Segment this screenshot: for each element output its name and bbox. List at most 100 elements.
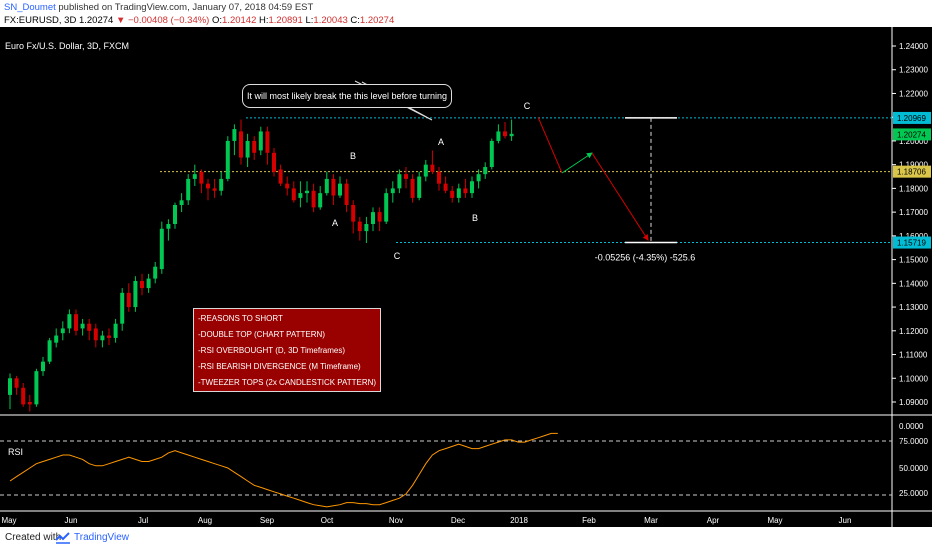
candle-body[interactable]	[232, 129, 237, 141]
price-badge	[893, 236, 931, 249]
candle-body[interactable]	[34, 371, 39, 405]
candle-body[interactable]	[113, 323, 118, 338]
chart-canvas[interactable]: Euro Fx/U.S. Dollar, 3D, FXCM RSI 1.2400…	[0, 27, 932, 527]
rsi-tick-label: 50.0000	[899, 464, 928, 473]
time-tick-label: Feb	[582, 516, 596, 525]
candle-body[interactable]	[331, 178, 336, 196]
candle-body[interactable]	[291, 188, 296, 201]
candle-body[interactable]	[133, 280, 138, 308]
candle-body[interactable]	[93, 328, 98, 341]
candle-body[interactable]	[364, 224, 369, 232]
candle-body[interactable]	[390, 188, 395, 194]
candle-body[interactable]	[377, 212, 382, 222]
candle-body[interactable]	[239, 131, 243, 158]
candle-body[interactable]	[245, 140, 250, 158]
publish-line: SN_Doumet published on TradingView.com, …	[4, 2, 313, 13]
candle-body[interactable]	[265, 131, 270, 153]
candle-body[interactable]	[159, 228, 164, 270]
high-label: H:	[259, 15, 269, 26]
candle-body[interactable]	[252, 140, 257, 153]
candle-body[interactable]	[278, 169, 283, 184]
candle-body[interactable]	[443, 183, 448, 191]
candle-body[interactable]	[450, 190, 455, 198]
candle-body[interactable]	[206, 183, 210, 189]
candle-body[interactable]	[60, 328, 65, 334]
candle-body[interactable]	[120, 292, 125, 324]
callout-bubble[interactable]: It will most likely break the this level…	[242, 84, 452, 108]
candle-body[interactable]	[272, 152, 276, 172]
candle-body[interactable]	[107, 335, 111, 338]
author-link[interactable]: SN_Doumet	[4, 2, 56, 13]
candle-body[interactable]	[41, 361, 45, 372]
price-badge-label: 1.18706	[897, 168, 926, 177]
candle-body[interactable]	[74, 314, 78, 331]
candle-body[interactable]	[305, 190, 309, 194]
low-value: 1.20043	[313, 15, 348, 26]
rsi-tick-label: 75.0000	[899, 437, 928, 446]
candle-body[interactable]	[298, 193, 303, 198]
candle-body[interactable]	[437, 171, 441, 184]
candle-body[interactable]	[192, 174, 197, 179]
candle-body[interactable]	[212, 188, 217, 191]
candle-body[interactable]	[489, 140, 494, 168]
candle-body[interactable]	[509, 133, 514, 137]
reasons-box[interactable]: -REASONS TO SHORT -DOUBLE TOP (CHART PAT…	[193, 308, 381, 392]
candle-body[interactable]	[463, 188, 468, 194]
reason-item: -RSI OVERBOUGHT (D, 3D Timeframes)	[198, 346, 345, 355]
candle-body[interactable]	[199, 171, 204, 184]
candle-body[interactable]	[140, 280, 144, 289]
tradingview-brand-link[interactable]: TradingView	[74, 532, 130, 543]
chart-title: Euro Fx/U.S. Dollar, 3D, FXCM	[5, 41, 129, 51]
candle-body[interactable]	[8, 378, 12, 395]
candle-body[interactable]	[496, 131, 501, 141]
candle-body[interactable]	[146, 278, 151, 289]
candle-body[interactable]	[87, 323, 92, 331]
candle-body[interactable]	[100, 335, 105, 341]
candle-body[interactable]	[371, 212, 375, 224]
candle-body[interactable]	[186, 178, 191, 201]
candle-body[interactable]	[351, 205, 356, 222]
candle-body[interactable]	[225, 140, 230, 179]
candle-body[interactable]	[166, 224, 171, 229]
candle-body[interactable]	[27, 402, 32, 405]
candle-body[interactable]	[344, 183, 349, 206]
candle-body[interactable]	[318, 193, 323, 208]
candle-body[interactable]	[423, 164, 428, 177]
candle-body[interactable]	[338, 183, 342, 196]
candle-body[interactable]	[483, 167, 488, 175]
high-value: 1.20891	[268, 15, 303, 26]
candle-body[interactable]	[126, 292, 131, 308]
candle-body[interactable]	[456, 188, 461, 198]
candle-body[interactable]	[179, 200, 184, 206]
candle-body[interactable]	[430, 164, 435, 172]
candle-body[interactable]	[21, 387, 26, 405]
candle-body[interactable]	[324, 178, 329, 194]
candle-body[interactable]	[357, 221, 362, 232]
candle-body[interactable]	[219, 178, 224, 191]
candle-body[interactable]	[54, 335, 59, 343]
time-tick-label: Apr	[707, 516, 720, 525]
candle-body[interactable]	[173, 205, 177, 224]
candle-body[interactable]	[14, 378, 19, 388]
candle-body[interactable]	[285, 183, 290, 189]
candle-body[interactable]	[311, 190, 316, 208]
candle-body[interactable]	[503, 131, 507, 137]
candle-body[interactable]	[417, 176, 422, 198]
candle-body[interactable]	[384, 193, 389, 222]
candle-body[interactable]	[47, 340, 52, 362]
chart-area[interactable]: Euro Fx/U.S. Dollar, 3D, FXCM RSI 1.2400…	[0, 27, 932, 527]
time-tick-label: Dec	[451, 516, 465, 525]
candle-body[interactable]	[67, 314, 72, 329]
candle-body[interactable]	[404, 174, 408, 179]
candle-body[interactable]	[397, 174, 402, 189]
publish-info: published on TradingView.com, January 07…	[55, 2, 314, 13]
price-tick-label: 1.23000	[899, 66, 928, 75]
price-change: −0.00408 (−0.34%)	[128, 15, 210, 26]
candle-body[interactable]	[470, 181, 474, 194]
price-tick-label: 1.09000	[899, 398, 928, 407]
candle-body[interactable]	[476, 174, 481, 182]
candle-body[interactable]	[153, 266, 158, 279]
candle-body[interactable]	[410, 178, 415, 198]
candle-body[interactable]	[80, 323, 85, 329]
candle-body[interactable]	[258, 131, 263, 151]
